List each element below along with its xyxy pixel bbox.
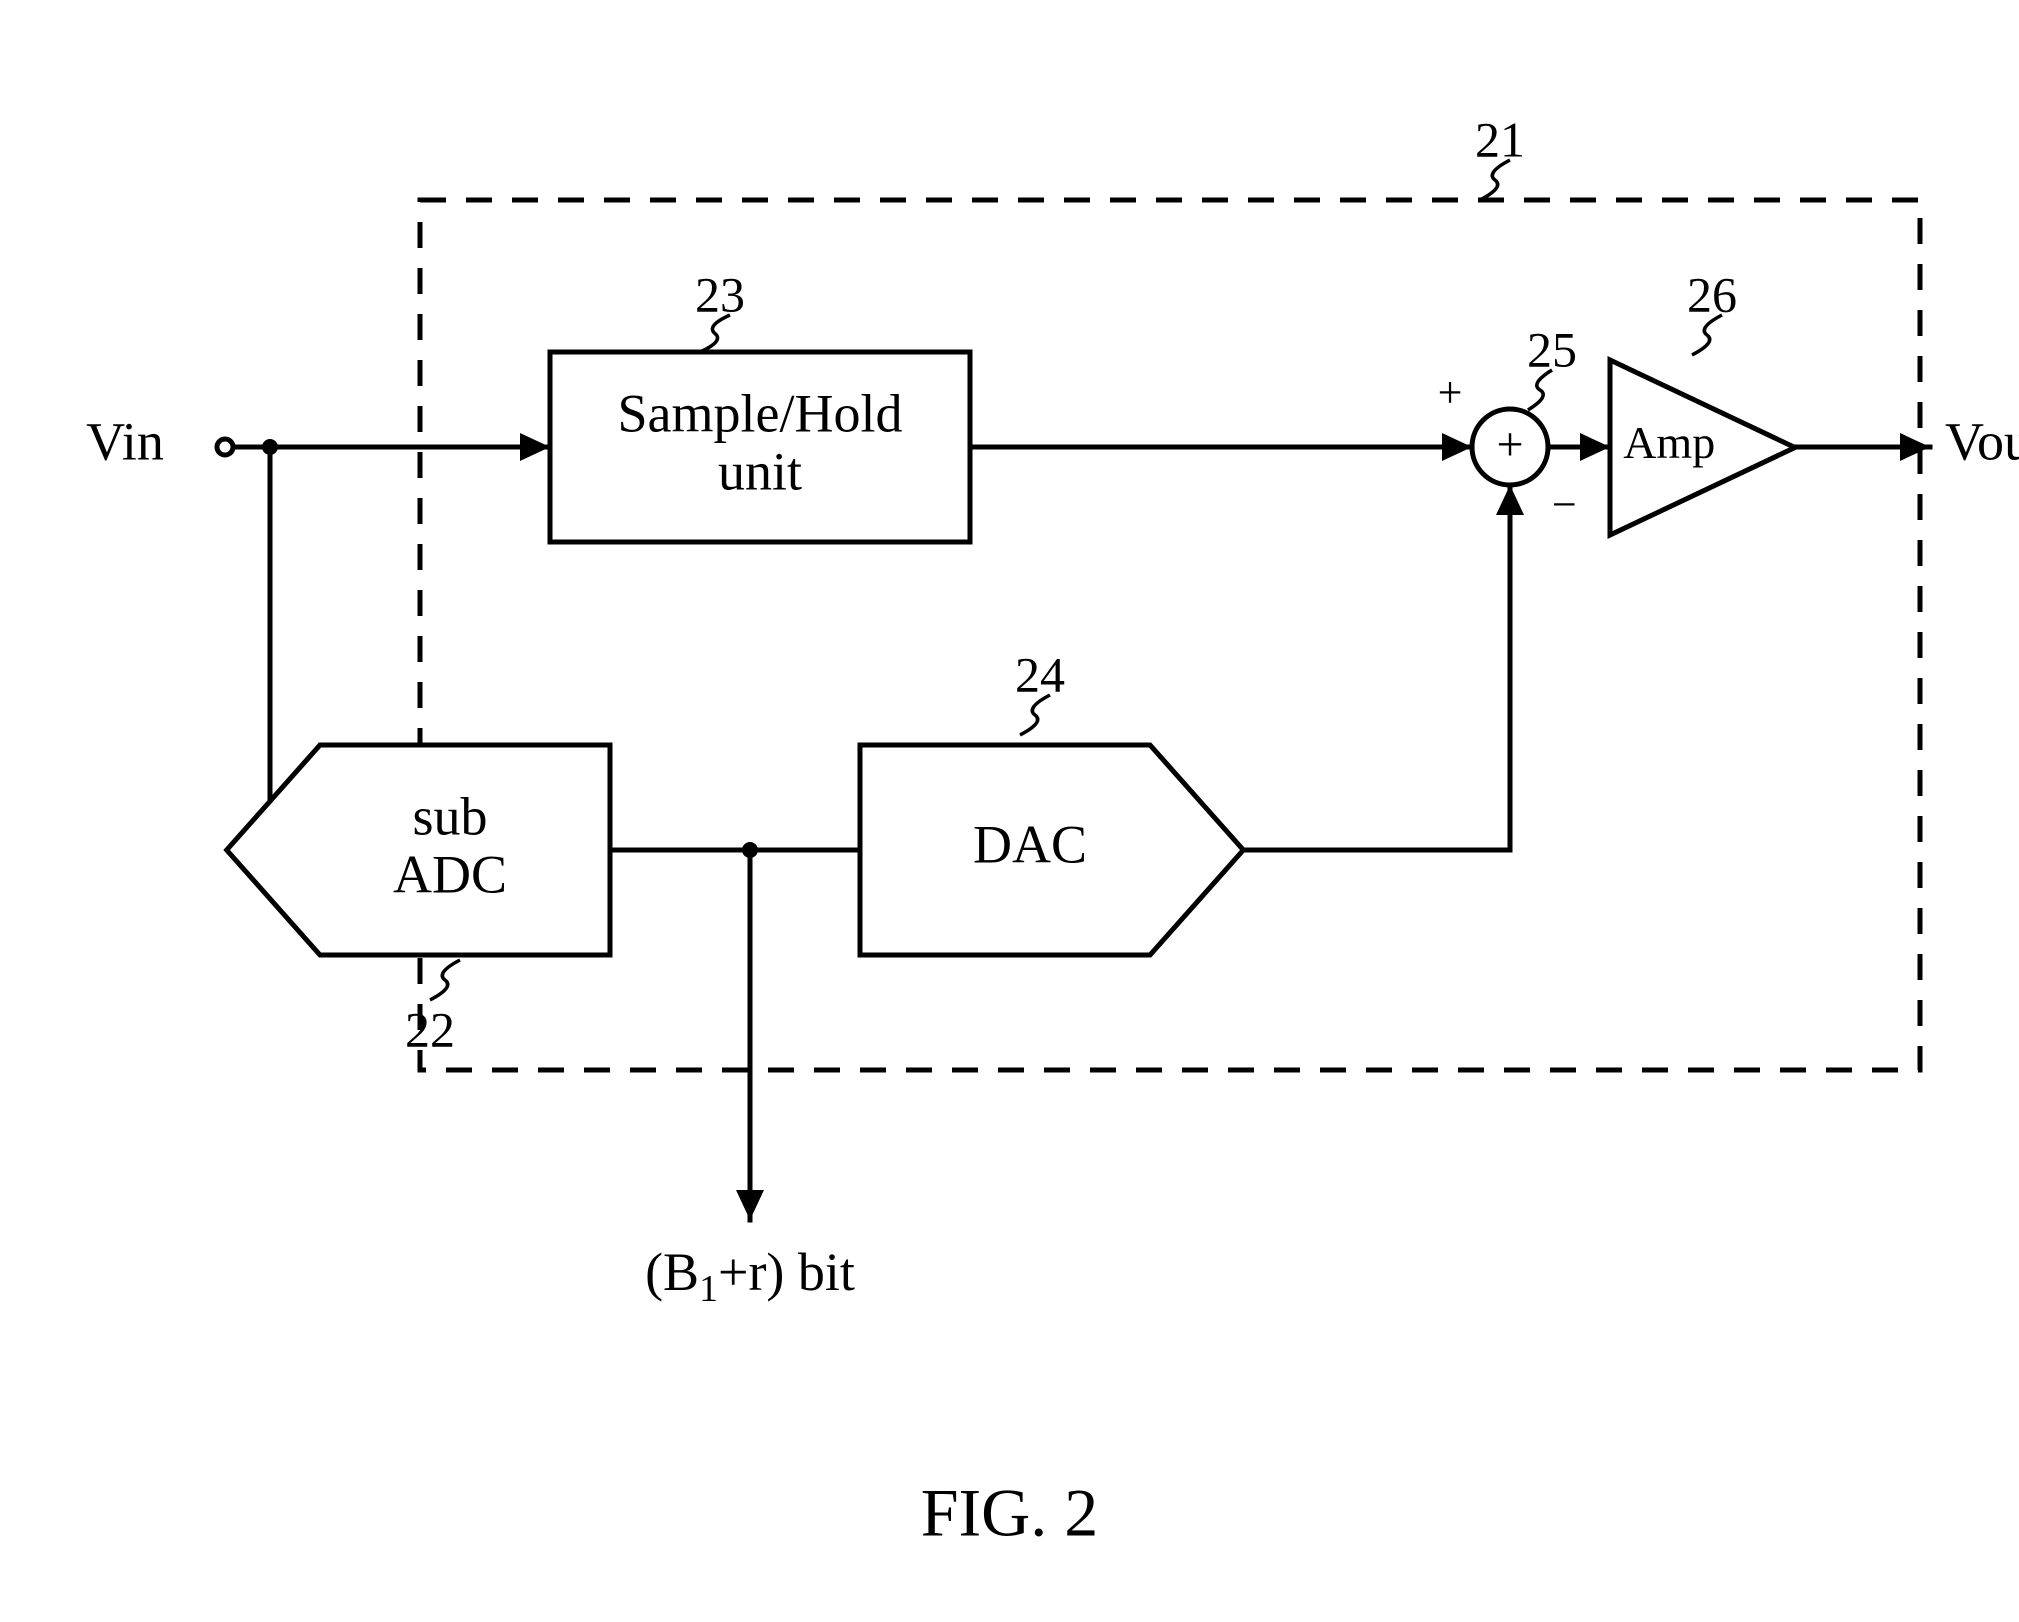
ref-22: 22 xyxy=(405,1001,455,1057)
sub-adc-line1: sub xyxy=(412,786,487,846)
ref-23: 23 xyxy=(695,266,745,322)
vin-text: Vin xyxy=(86,411,164,471)
sample-hold-line2: unit xyxy=(718,441,802,501)
sum-plus-sign: + xyxy=(1438,368,1463,417)
ref-24: 24 xyxy=(1015,646,1065,702)
vout-text: Vout xyxy=(1945,411,2019,471)
figure-caption-text: FIG. 2 xyxy=(921,1475,1099,1551)
sum-minus-sign: − xyxy=(1552,480,1577,529)
ref-26: 26 xyxy=(1687,266,1737,322)
ref-25: 25 xyxy=(1527,321,1577,377)
junction-dot xyxy=(742,842,758,858)
bits-output-label: (B1+r) bit xyxy=(645,1242,855,1310)
sum-plus-icon: + xyxy=(1496,418,1523,471)
vin-terminal xyxy=(217,439,233,455)
dac-text: DAC xyxy=(973,814,1087,874)
amp-text: Amp xyxy=(1623,417,1715,468)
sample-hold-line1: Sample/Hold xyxy=(618,383,903,443)
junction-dot xyxy=(262,439,278,455)
sub-adc-line2: ADC xyxy=(393,844,507,904)
ref-21: 21 xyxy=(1475,111,1525,167)
